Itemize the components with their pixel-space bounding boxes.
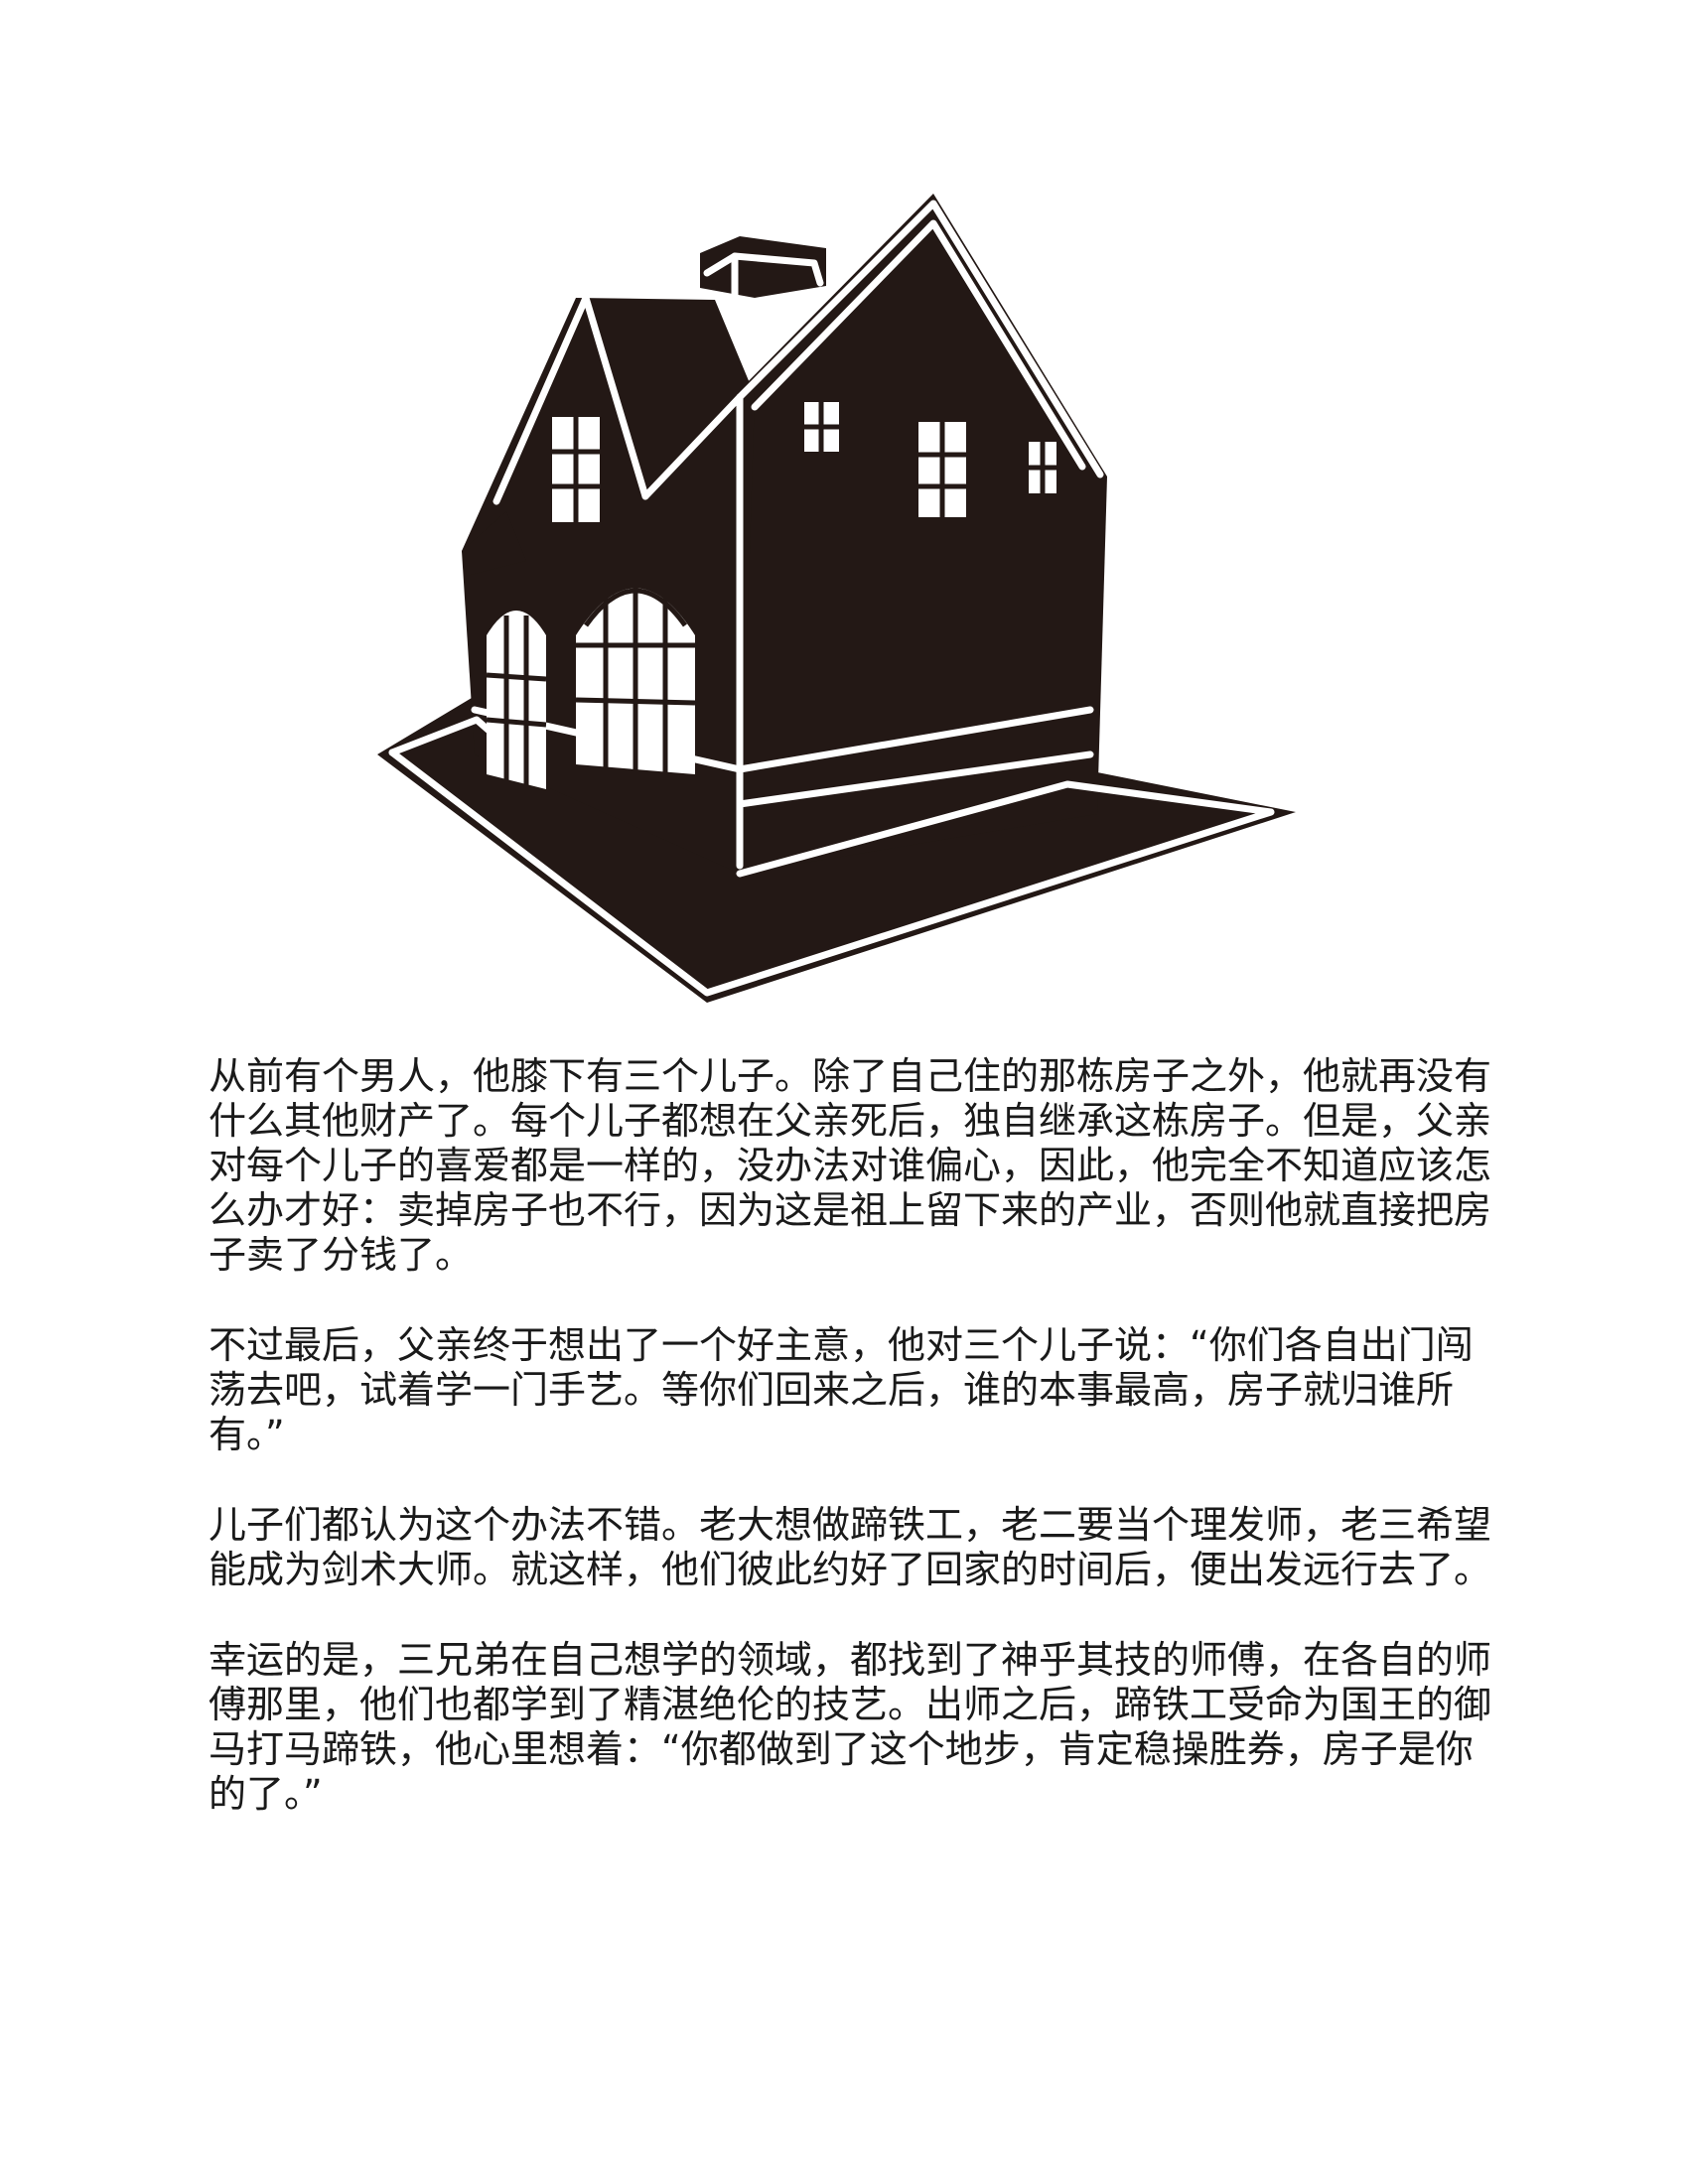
story-text: 从前有个男人，他膝下有三个儿子。除了自己住的那栋房子之外，他就再没有什么其他财产… (209, 1054, 1499, 1862)
story-paragraph: 从前有个男人，他膝下有三个儿子。除了自己住的那栋房子之外，他就再没有什么其他财产… (209, 1054, 1492, 1277)
story-paragraph: 儿子们都认为这个办法不错。老大想做蹄铁工，老二要当个理发师，老三希望能成为剑术大… (209, 1503, 1492, 1591)
story-paragraph: 不过最后，父亲终于想出了一个好主意，他对三个儿子说：“你们各自出门闯荡去吧，试着… (209, 1323, 1474, 1456)
house-icon (377, 194, 1296, 1003)
house-illustration (367, 189, 1311, 1013)
story-paragraph: 幸运的是，三兄弟在自己想学的领域，都找到了神乎其技的师傅，在各自的师傅那里，他们… (209, 1638, 1492, 1816)
